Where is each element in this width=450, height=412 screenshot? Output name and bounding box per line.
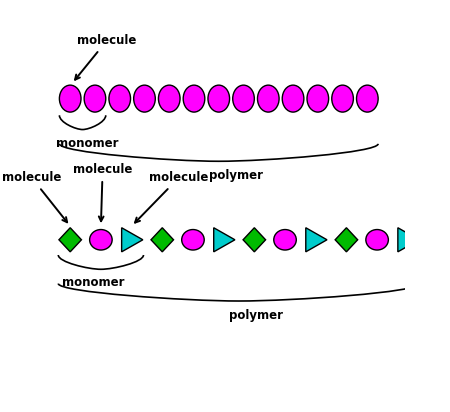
Ellipse shape	[109, 85, 130, 112]
Text: molecule: molecule	[2, 171, 67, 222]
Text: molecule: molecule	[135, 171, 208, 222]
Text: molecule: molecule	[75, 34, 136, 80]
Polygon shape	[398, 228, 419, 252]
Ellipse shape	[134, 85, 155, 112]
Ellipse shape	[158, 85, 180, 112]
Text: monomer: monomer	[62, 276, 124, 289]
Polygon shape	[335, 228, 358, 252]
Circle shape	[90, 229, 112, 250]
Polygon shape	[306, 228, 327, 252]
Polygon shape	[243, 228, 266, 252]
Ellipse shape	[307, 85, 328, 112]
Polygon shape	[122, 228, 143, 252]
Text: polymer: polymer	[230, 309, 284, 322]
Ellipse shape	[282, 85, 304, 112]
Polygon shape	[214, 228, 235, 252]
Polygon shape	[59, 228, 81, 252]
Text: polymer: polymer	[209, 169, 263, 182]
Ellipse shape	[332, 85, 353, 112]
Ellipse shape	[233, 85, 254, 112]
Text: monomer: monomer	[56, 138, 118, 150]
Ellipse shape	[208, 85, 230, 112]
Circle shape	[182, 229, 204, 250]
Circle shape	[366, 229, 388, 250]
Text: molecule: molecule	[73, 163, 132, 221]
Ellipse shape	[183, 85, 205, 112]
Ellipse shape	[257, 85, 279, 112]
Circle shape	[274, 229, 296, 250]
Ellipse shape	[356, 85, 378, 112]
Ellipse shape	[59, 85, 81, 112]
Polygon shape	[151, 228, 174, 252]
Ellipse shape	[84, 85, 106, 112]
